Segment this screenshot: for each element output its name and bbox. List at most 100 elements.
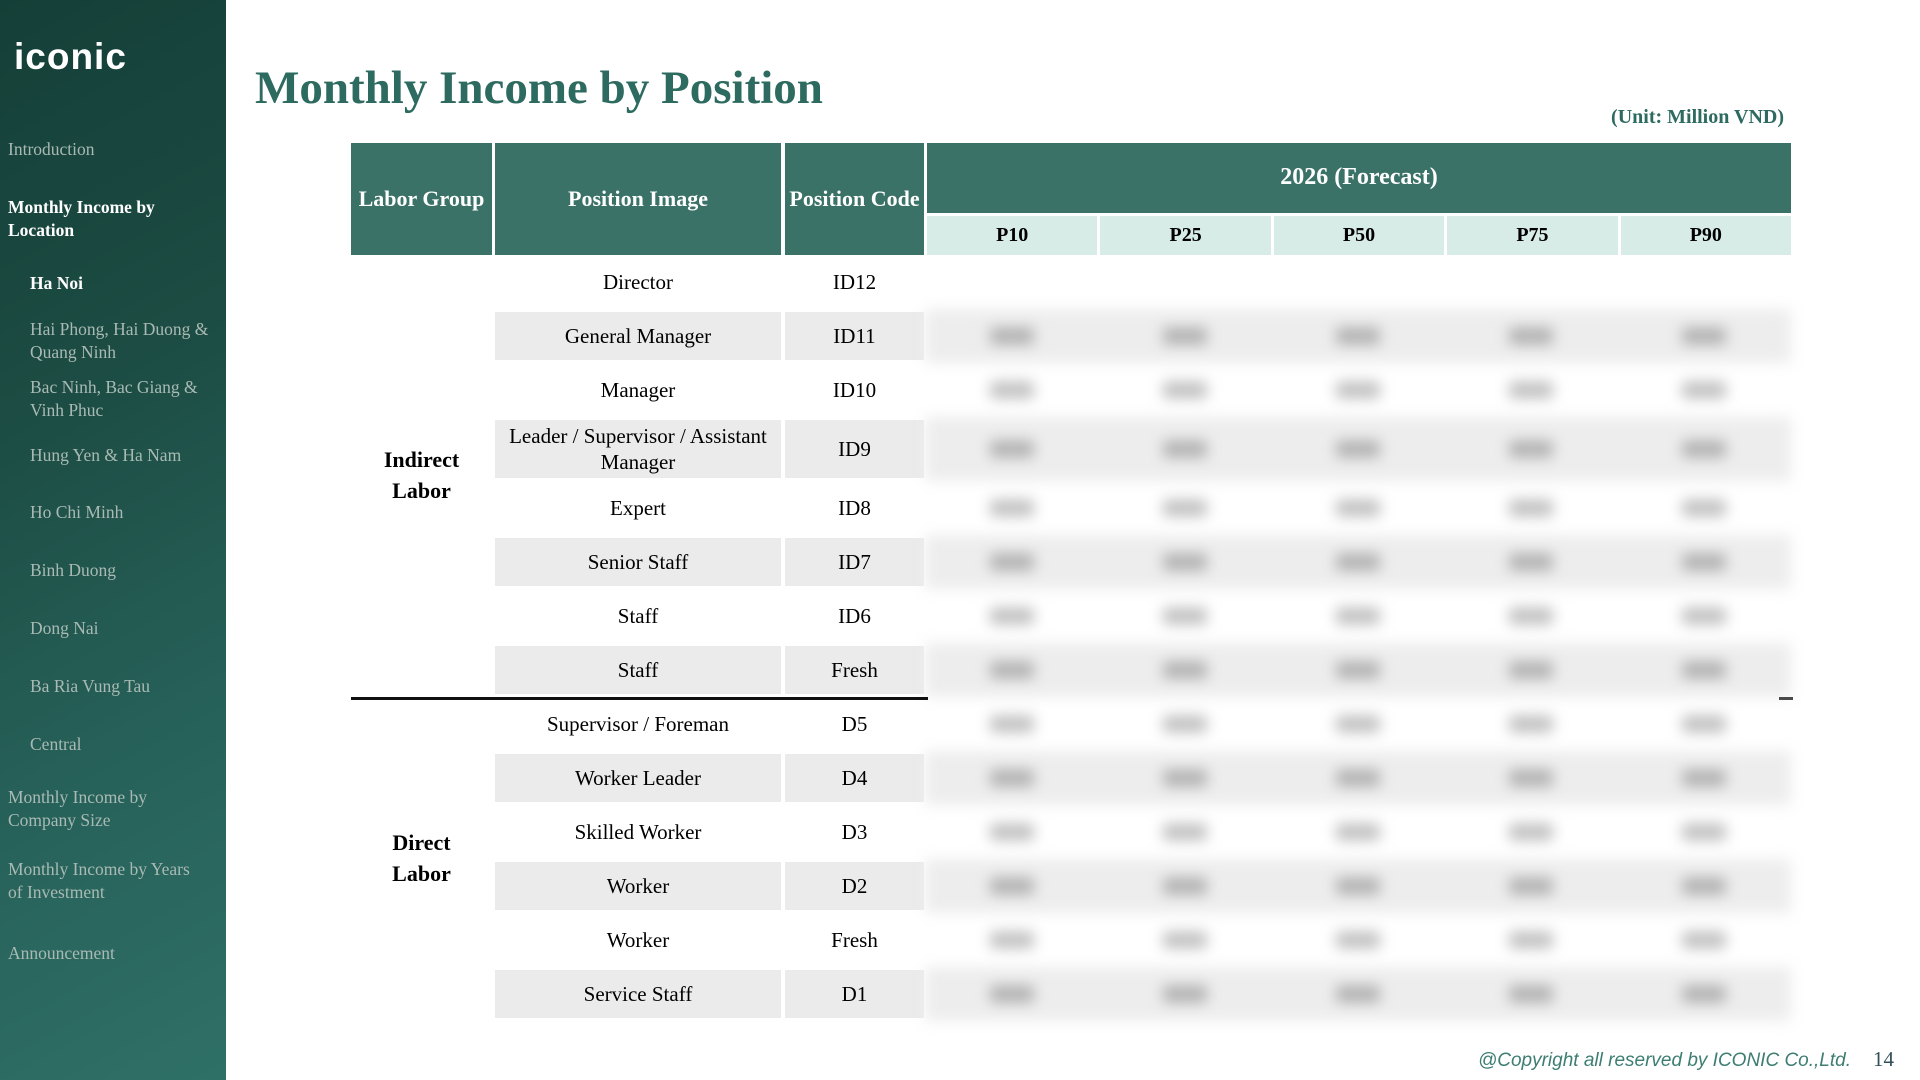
table-row: Senior Staff ID7: [351, 535, 1791, 589]
table-row: Supervisor / Foreman D5: [351, 697, 1791, 751]
redacted-value-row: [925, 363, 1791, 417]
redacted-value-row: [925, 967, 1791, 1021]
percentile-header-p90: P90: [1620, 216, 1792, 255]
sidebar: iconic Introduction Monthly Income by Loc…: [0, 0, 226, 1080]
redacted-value-smudge: [990, 769, 1034, 787]
redacted-value-smudge: [1336, 715, 1380, 733]
redacted-value-row: [925, 751, 1791, 805]
redacted-value-smudge: [990, 499, 1034, 517]
redacted-value-smudge: [990, 931, 1034, 949]
position-image-cell: Staff: [495, 646, 781, 694]
redacted-value-smudge: [1509, 381, 1553, 399]
sidebar-item-ha-noi[interactable]: Ha Noi: [30, 273, 83, 293]
redacted-value-smudge: [1682, 440, 1726, 458]
page-number: 14: [1873, 1047, 1894, 1071]
table-row: Expert ID8: [351, 481, 1791, 535]
column-header-forecast: 2026 (Forecast): [927, 143, 1791, 213]
table-row: Leader / Supervisor / Assistant Manager I…: [351, 417, 1791, 481]
redacted-value-smudge: [990, 553, 1034, 571]
table-row: Director ID12: [351, 255, 1791, 309]
redacted-value-smudge: [1682, 931, 1726, 949]
redacted-values-region: [925, 255, 1791, 1021]
position-code-cell: ID11: [785, 312, 924, 360]
redacted-value-smudge: [1163, 985, 1207, 1003]
table-row: Staff Fresh: [351, 643, 1791, 697]
redacted-value-smudge: [1163, 715, 1207, 733]
position-image-cell: Worker: [495, 862, 781, 910]
redacted-value-row: [925, 309, 1791, 363]
sidebar-item-ho-chi-minh[interactable]: Ho Chi Minh: [30, 502, 124, 522]
redacted-value-smudge: [1336, 661, 1380, 679]
position-image-cell: Service Staff: [495, 970, 781, 1018]
sidebar-item-ba-ria-vung-tau[interactable]: Ba Ria Vung Tau: [30, 676, 151, 696]
redacted-value-row: [925, 913, 1791, 967]
redacted-value-smudge: [1682, 381, 1726, 399]
position-code-cell: D4: [785, 754, 924, 802]
redacted-value-smudge: [1336, 327, 1380, 345]
redacted-value-smudge: [1163, 607, 1207, 625]
position-code-cell: D1: [785, 970, 924, 1018]
redacted-value-smudge: [1336, 440, 1380, 458]
percentile-header-p10: P10: [927, 216, 1098, 255]
sidebar-item-hai-phong-hai-duong-quang-ninh[interactable]: Hai Phong, Hai Duong & Quang Ninh: [30, 319, 209, 363]
redacted-value-smudge: [1509, 607, 1553, 625]
position-image-cell: General Manager: [495, 312, 781, 360]
redacted-value-smudge: [1682, 877, 1726, 895]
sidebar-item-monthly-income-by-years-of-investment[interactable]: Monthly Income by Years of Investment: [8, 859, 190, 903]
redacted-value-smudge: [990, 715, 1034, 733]
copyright-text: @Copyright all reserved by ICONIC Co.,Lt…: [1477, 1050, 1851, 1071]
sidebar-item-monthly-income-by-company-size[interactable]: Monthly Income by Company Size: [8, 787, 148, 831]
redacted-value-smudge: [1682, 823, 1726, 841]
redacted-value-smudge: [1509, 661, 1553, 679]
percentile-header-p25: P25: [1100, 216, 1271, 255]
redacted-value-smudge: [1509, 985, 1553, 1003]
redacted-value-smudge: [990, 607, 1034, 625]
labor-group-divider-tick: [1779, 697, 1793, 700]
redacted-value-smudge: [990, 823, 1034, 841]
redacted-value-smudge: [1336, 499, 1380, 517]
position-code-cell: Fresh: [785, 646, 924, 694]
sidebar-item-introduction[interactable]: Introduction: [8, 139, 95, 159]
redacted-value-smudge: [1163, 769, 1207, 787]
position-image-cell: Supervisor / Foreman: [547, 711, 729, 736]
sidebar-item-dong-nai[interactable]: Dong Nai: [30, 618, 99, 638]
redacted-value-row: [925, 805, 1791, 859]
redacted-value-smudge: [990, 877, 1034, 895]
position-image-cell: Manager: [600, 377, 676, 402]
redacted-value-row: [925, 255, 1791, 309]
redacted-value-row: [925, 417, 1791, 481]
page-title: Monthly Income by Position: [255, 62, 823, 115]
redacted-value-smudge: [1682, 985, 1726, 1003]
position-image-cell: Director: [603, 269, 673, 294]
redacted-value-row: [925, 589, 1791, 643]
redacted-value-smudge: [1509, 823, 1553, 841]
position-code-cell: ID9: [785, 420, 924, 478]
sidebar-item-binh-duong[interactable]: Binh Duong: [30, 560, 117, 580]
position-code-cell: ID7: [785, 538, 924, 586]
table-row: Service Staff D1: [351, 967, 1791, 1021]
redacted-value-smudge: [1336, 877, 1380, 895]
position-code-cell: D2: [785, 862, 924, 910]
redacted-value-smudge: [1509, 499, 1553, 517]
footer: @Copyright all reserved by ICONIC Co.,Lt…: [1478, 1047, 1894, 1072]
column-header-position-code: Position Code: [785, 143, 924, 255]
position-code-cell: D3: [841, 819, 868, 844]
position-image-cell: Staff: [617, 603, 659, 628]
table-row: General Manager ID11: [351, 309, 1791, 363]
redacted-value-smudge: [1336, 553, 1380, 571]
sidebar-item-monthly-income-by-location[interactable]: Monthly Income by Location: [8, 197, 155, 241]
sidebar-item-hung-yen-ha-nam[interactable]: Hung Yen & Ha Nam: [30, 445, 182, 465]
position-image-cell: Expert: [610, 495, 666, 520]
sidebar-item-bac-ninh-bac-giang-vinh-phuc[interactable]: Bac Ninh, Bac Giang & Vinh Phuc: [30, 377, 198, 421]
redacted-value-smudge: [990, 381, 1034, 399]
redacted-value-smudge: [1509, 715, 1553, 733]
sidebar-item-central[interactable]: Central: [30, 734, 82, 754]
iconic-logo: iconic: [14, 36, 127, 77]
sidebar-item-announcement[interactable]: Announcement: [8, 943, 115, 963]
redacted-value-smudge: [1163, 440, 1207, 458]
redacted-value-smudge: [1682, 607, 1726, 625]
table-row: Skilled Worker D3: [351, 805, 1791, 859]
labor-group-label-direct-labor: Direct Labor: [392, 830, 451, 886]
percentile-header-p50: P50: [1273, 216, 1445, 255]
